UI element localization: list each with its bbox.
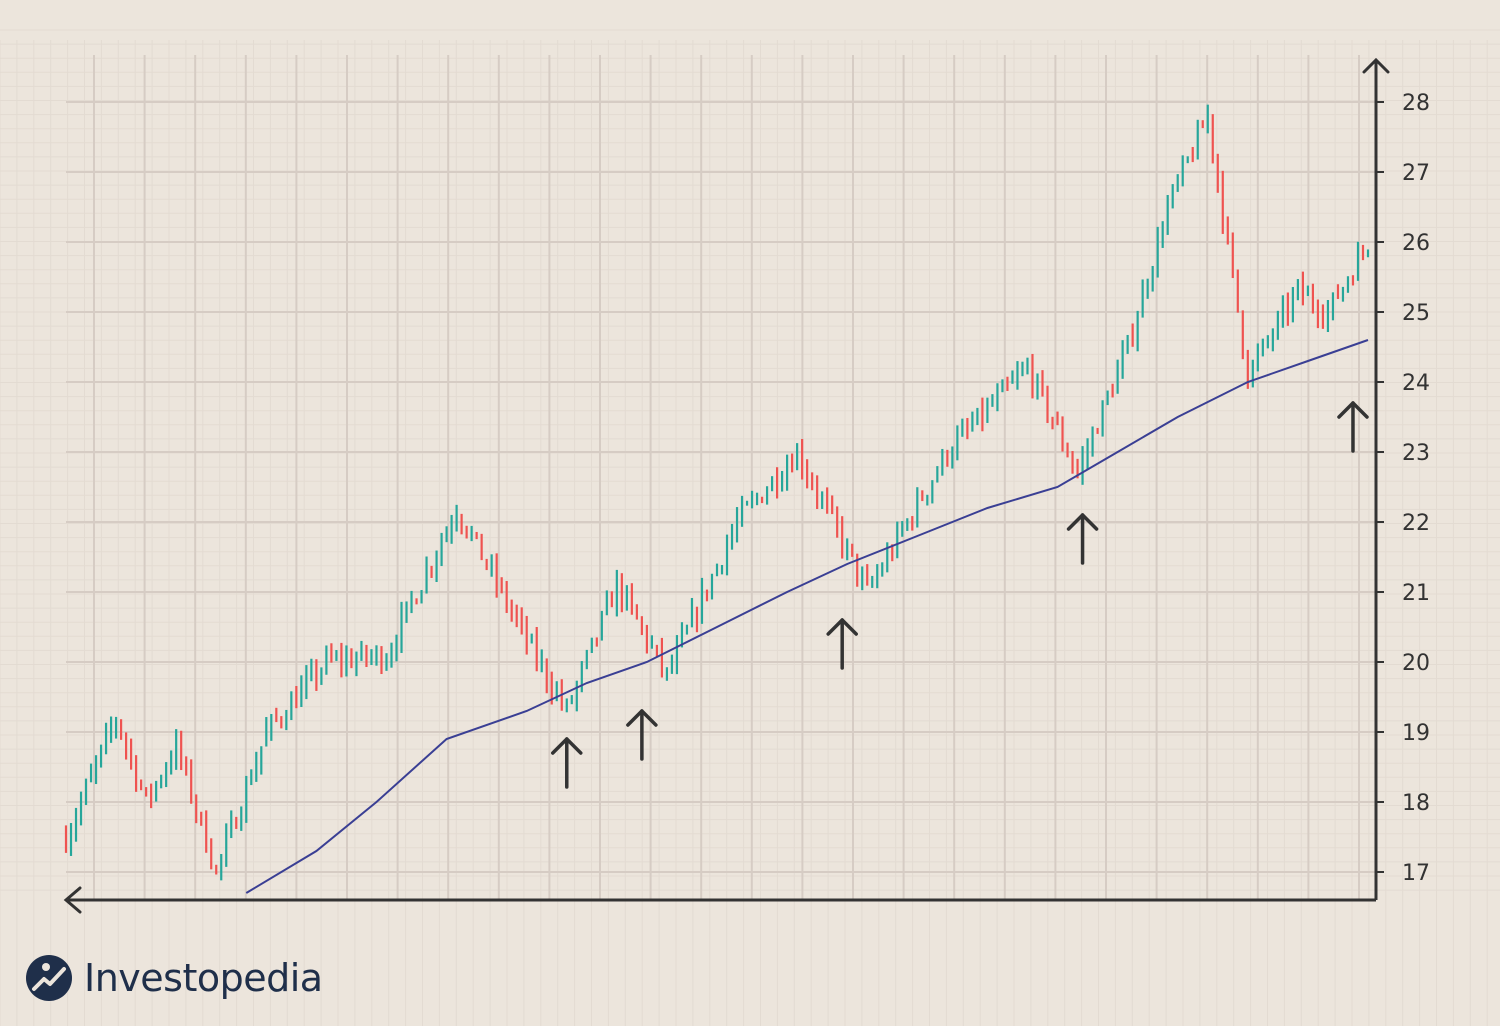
price-bars <box>64 104 1370 881</box>
y-tick-label: 17 <box>1402 861 1430 886</box>
y-tick-label: 18 <box>1402 791 1430 816</box>
moving-average-line <box>245 339 1369 894</box>
y-tick-label: 27 <box>1402 161 1430 186</box>
up-arrow-icon <box>626 709 658 761</box>
y-tick-label: 21 <box>1402 581 1430 606</box>
y-tick-label: 26 <box>1402 231 1430 256</box>
up-arrow-icon <box>551 737 583 789</box>
chart-axes <box>63 57 1390 914</box>
chart-grid <box>0 29 1500 1026</box>
y-axis-arrow-icon <box>1362 57 1390 74</box>
up-arrow-icon <box>826 618 858 670</box>
y-tick-label: 22 <box>1402 511 1430 536</box>
y-tick-label: 24 <box>1402 371 1430 396</box>
x-axis-arrow-icon <box>63 886 82 914</box>
y-tick-label: 25 <box>1402 301 1430 326</box>
up-arrow-icon <box>1337 401 1369 453</box>
y-tick-label: 28 <box>1402 91 1430 116</box>
up-arrow-icon <box>1066 513 1099 565</box>
brand-name: Investopedia <box>84 956 323 1000</box>
brand-logo: Investopedia <box>24 950 323 1006</box>
investopedia-logo-icon <box>26 955 72 1001</box>
y-tick-label: 20 <box>1402 651 1430 676</box>
y-axis-ticks: 17 18 19 20 21 22 23 24 25 26 27 28 <box>1376 91 1430 886</box>
y-tick-label: 19 <box>1402 721 1430 746</box>
support-arrows <box>551 401 1369 789</box>
y-tick-label: 23 <box>1402 441 1430 466</box>
